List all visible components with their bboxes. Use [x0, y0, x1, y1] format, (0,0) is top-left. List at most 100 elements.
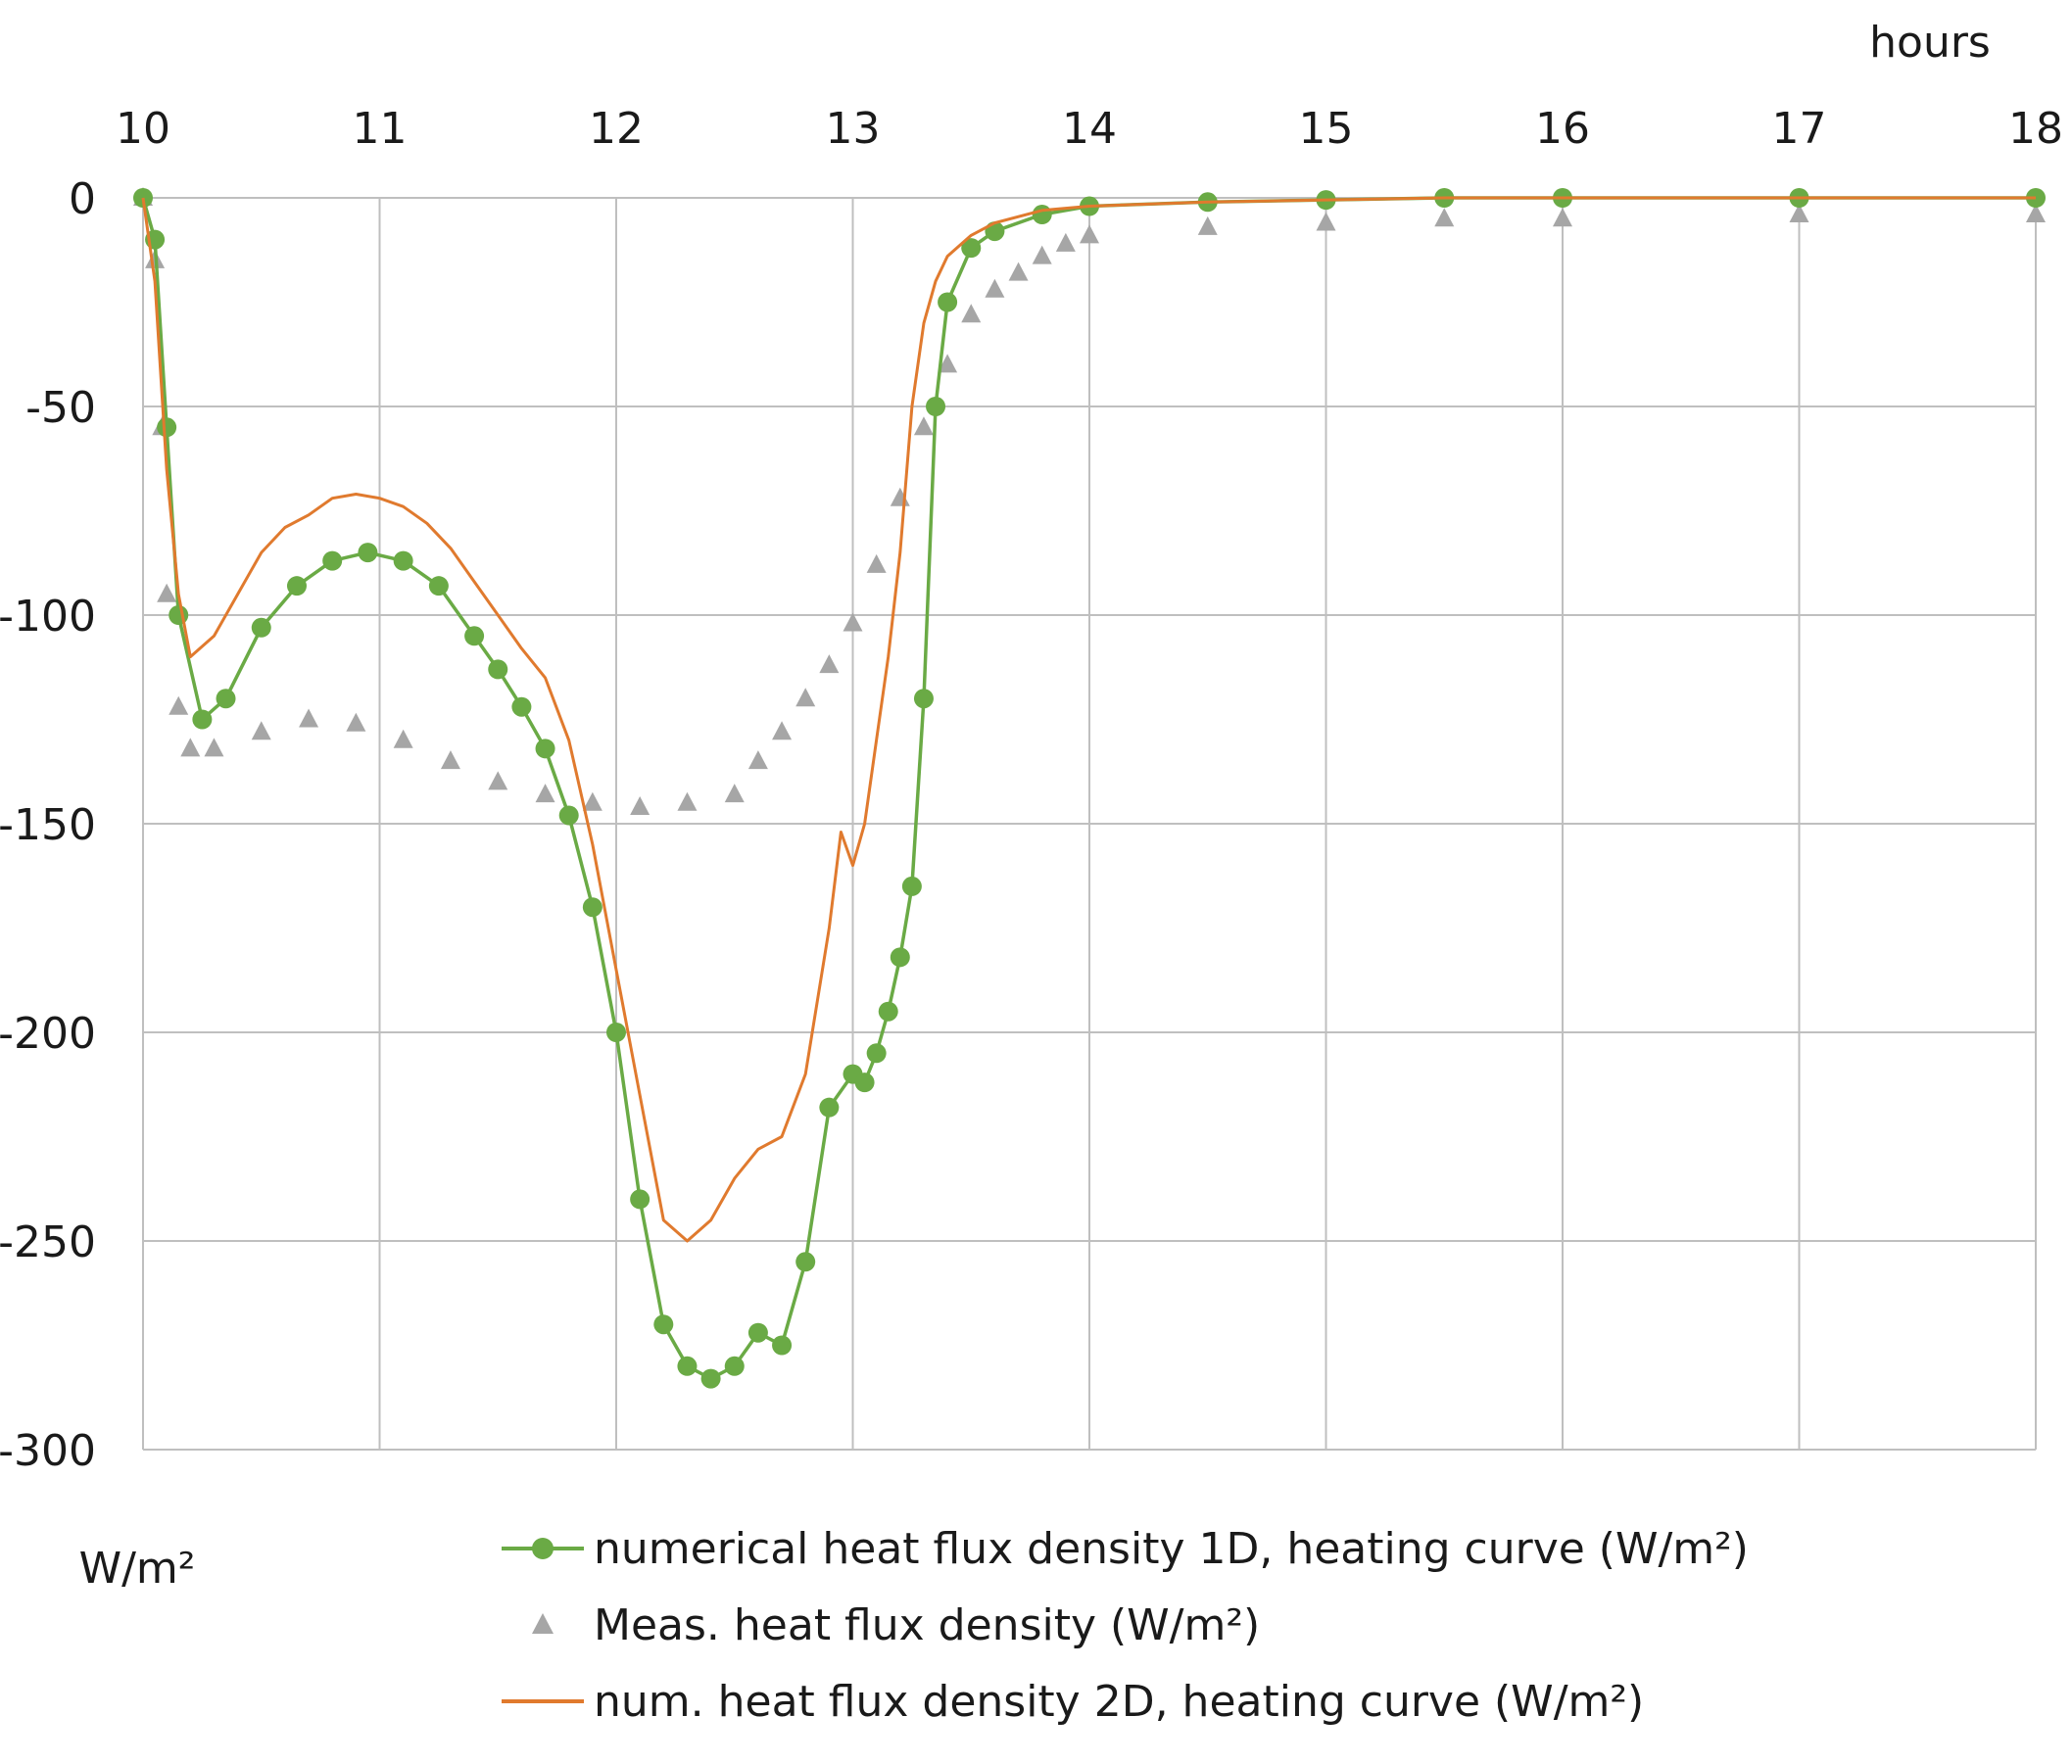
data-point — [1316, 212, 1336, 231]
data-point — [251, 617, 271, 638]
x-tick-labels: 10 11 12 13 14 15 16 17 18 — [116, 104, 2063, 154]
data-point — [157, 583, 177, 602]
data-point — [878, 1001, 898, 1022]
data-point — [286, 576, 307, 596]
x-tick-label: 16 — [1535, 104, 1590, 154]
data-point — [700, 1368, 721, 1389]
x-tick-label: 17 — [1772, 104, 1827, 154]
data-point — [535, 784, 555, 803]
data-point — [653, 1314, 674, 1335]
data-point — [795, 1252, 816, 1272]
data-point — [488, 771, 508, 790]
y-tick-label: -50 — [25, 383, 96, 433]
series-2 — [141, 196, 2036, 1243]
data-point — [1032, 205, 1052, 225]
data-point — [1080, 224, 1099, 244]
data-point — [488, 659, 508, 680]
data-point — [2026, 204, 2046, 223]
data-point — [1055, 232, 1076, 252]
data-point — [582, 897, 602, 918]
y-axis-label: W/m² — [79, 1544, 196, 1594]
legend-item-1: Meas. heat flux density (W/m²) — [532, 1600, 1260, 1650]
data-point — [854, 1073, 875, 1093]
series-group — [133, 187, 2046, 1389]
data-point — [913, 689, 934, 709]
data-point — [1008, 262, 1029, 281]
x-axis-label: hours — [1869, 18, 1991, 68]
data-point — [961, 304, 982, 323]
data-point — [204, 738, 224, 757]
data-point — [938, 292, 958, 312]
data-point — [819, 1097, 840, 1118]
data-point — [192, 709, 213, 730]
y-tick-label: 0 — [69, 174, 96, 224]
data-point — [511, 696, 532, 717]
data-point — [1032, 245, 1052, 264]
data-point — [393, 550, 413, 571]
data-point — [358, 543, 378, 563]
x-tick-label: 18 — [2008, 104, 2063, 154]
data-point — [216, 689, 236, 709]
series-1 — [133, 187, 2046, 815]
data-point — [843, 612, 863, 632]
data-point — [606, 1023, 626, 1042]
data-point — [985, 278, 1005, 298]
x-tick-label: 13 — [826, 104, 881, 154]
data-point — [913, 416, 934, 436]
legend-label: Meas. heat flux density (W/m²) — [594, 1600, 1260, 1650]
x-tick-label: 10 — [116, 104, 170, 154]
data-point — [677, 791, 698, 811]
data-point — [1434, 208, 1455, 227]
data-point — [630, 1189, 651, 1210]
data-point — [724, 784, 745, 803]
data-point — [464, 626, 485, 646]
data-point — [677, 1356, 698, 1376]
data-point — [890, 947, 910, 968]
data-point — [346, 712, 366, 732]
legend-label: numerical heat flux density 1D, heating … — [594, 1524, 1749, 1574]
y-tick-label: -200 — [0, 1009, 96, 1059]
data-point — [724, 1356, 745, 1376]
y-tick-labels: 0 -50 -100 -150 -200 -250 -300 — [0, 174, 96, 1476]
data-point — [795, 688, 816, 707]
legend-item-2: num. heat flux density 2D, heating curve… — [502, 1677, 1644, 1727]
y-tick-label: -150 — [0, 800, 96, 850]
y-tick-label: -100 — [0, 592, 96, 642]
legend-label: num. heat flux density 2D, heating curve… — [594, 1677, 1644, 1727]
data-point — [535, 739, 555, 759]
data-point — [180, 738, 201, 757]
y-tick-label: -250 — [0, 1217, 96, 1267]
legend-swatch-marker — [532, 1613, 554, 1634]
x-tick-label: 14 — [1062, 104, 1117, 154]
x-tick-label: 12 — [589, 104, 644, 154]
data-point — [157, 417, 177, 438]
data-point — [1197, 215, 1218, 235]
data-point — [938, 354, 958, 373]
data-point — [866, 1043, 887, 1064]
data-point — [169, 605, 189, 625]
data-point — [299, 708, 319, 728]
data-point — [251, 721, 271, 740]
data-point — [772, 1335, 793, 1356]
data-point — [630, 795, 651, 815]
data-point — [393, 729, 413, 748]
data-point — [322, 550, 343, 571]
data-point — [558, 805, 579, 826]
legend-swatch-marker — [532, 1538, 554, 1559]
data-point — [169, 695, 189, 715]
series-0 — [133, 188, 2046, 1389]
data-point — [961, 238, 982, 259]
data-point — [772, 721, 793, 740]
x-tick-label: 11 — [353, 104, 408, 154]
data-point — [926, 397, 946, 416]
legend-item-0: numerical heat flux density 1D, heating … — [502, 1524, 1749, 1574]
data-point — [747, 750, 768, 770]
data-point — [1553, 208, 1572, 227]
y-tick-label: -300 — [0, 1426, 96, 1476]
data-point — [901, 876, 922, 896]
series-line — [141, 196, 2036, 1243]
data-point — [866, 553, 887, 573]
legend: numerical heat flux density 1D, heating … — [502, 1524, 1749, 1727]
